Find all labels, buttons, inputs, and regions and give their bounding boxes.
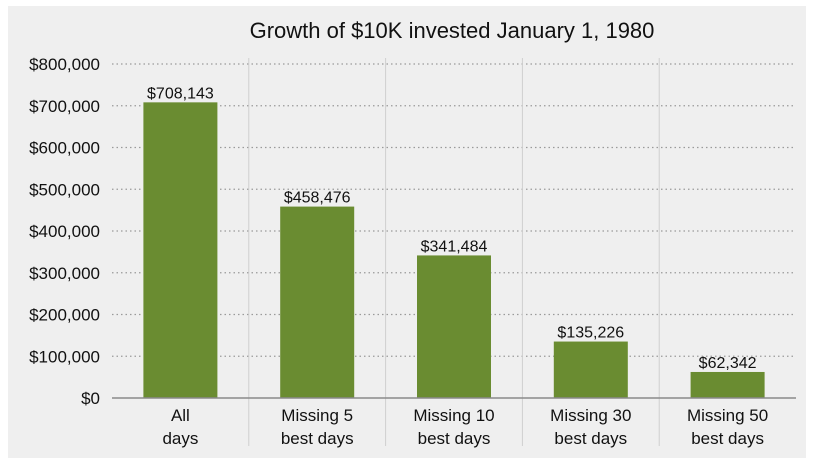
y-tick-label: $300,000 (29, 264, 100, 283)
value-label: $62,342 (699, 355, 757, 372)
x-tick-label: best days (554, 429, 627, 448)
x-tick-label: Missing 10 (413, 406, 494, 425)
value-labels: $708,143 $458,476 $341,484 $135,226 $62,342 (147, 85, 757, 372)
x-tick-label: best days (418, 429, 491, 448)
bars (143, 102, 765, 399)
y-tick-label: $600,000 (29, 139, 100, 158)
bar (143, 102, 218, 399)
value-label: $135,226 (557, 325, 624, 342)
x-tick-label: All (171, 406, 190, 425)
x-tick-label: Missing 50 (687, 406, 768, 425)
bar (553, 341, 628, 398)
y-tick-label: $100,000 (29, 347, 100, 366)
value-label: $708,143 (147, 85, 214, 102)
y-tick-label: $700,000 (29, 97, 100, 116)
x-tick-label: days (162, 429, 198, 448)
y-tick-label: $400,000 (29, 222, 100, 241)
x-tick-label: best days (281, 429, 354, 448)
x-tick-label: Missing 30 (550, 406, 631, 425)
bar (690, 371, 765, 398)
value-label: $341,484 (421, 238, 488, 255)
y-tick-label: $200,000 (29, 306, 100, 325)
x-axis-category-labels: All days Missing 5 best days Missing 10 best … (162, 406, 768, 448)
category-separators (248, 58, 660, 446)
x-tick-label: best days (691, 429, 764, 448)
bar (417, 255, 491, 398)
x-tick-label: Missing 5 (281, 406, 353, 425)
value-label: $458,476 (284, 190, 351, 207)
y-axis-tick-labels: $0 $100,000 $200,000 $300,000 $400,000 $500,0… (29, 55, 100, 408)
y-tick-label: $0 (81, 389, 100, 408)
y-tick-label: $500,000 (29, 180, 100, 199)
chart-background (8, 6, 806, 458)
y-tick-label: $800,000 (29, 55, 100, 74)
bar (280, 206, 355, 398)
chart-title: Growth of $10K invested January 1, 1980 (250, 18, 655, 43)
